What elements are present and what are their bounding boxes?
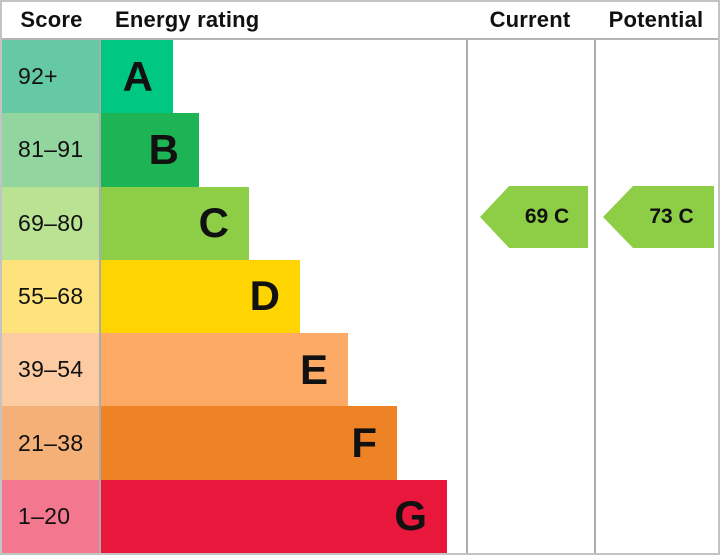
score-range: 81–91: [2, 113, 99, 187]
rating-bar-g: G: [101, 479, 447, 553]
score-range: 92+: [2, 40, 99, 114]
band-row-a: 92+ A: [2, 40, 718, 114]
current-rating-label: 69 C: [524, 205, 570, 228]
column-divider-potential: [594, 2, 596, 553]
band-row-b: 81–91 B: [2, 113, 718, 187]
band-rows: 92+ A 81–91 B 69–80 C 55–68 D 39–54 E 21…: [2, 40, 718, 553]
band-row-g: 1–20 G: [2, 479, 718, 553]
potential-rating-label: 73 C: [649, 205, 694, 228]
score-range: 1–20: [2, 479, 99, 553]
column-divider-current: [466, 2, 468, 553]
energy-rating-column-header: Energy rating: [115, 7, 260, 32]
score-range: 69–80: [2, 186, 99, 260]
potential-column-header: Potential: [608, 7, 704, 32]
rating-bar-f: F: [101, 406, 397, 480]
rating-bar-a: A: [101, 40, 173, 114]
band-row-d: 55–68 D: [2, 259, 718, 334]
score-range: 39–54: [2, 333, 99, 407]
chart-header: Score Energy rating Current Potential: [2, 2, 718, 40]
rating-bar-d: D: [101, 259, 300, 334]
current-column-header: Current: [489, 7, 571, 32]
rating-bar-c: C: [101, 186, 249, 260]
column-divider-score: [99, 2, 101, 553]
band-row-e: 39–54 E: [2, 333, 718, 407]
rating-bar-e: E: [101, 333, 348, 407]
band-row-f: 21–38 F: [2, 406, 718, 480]
band-row-c: 69–80 C: [2, 186, 718, 260]
score-range: 21–38: [2, 406, 99, 480]
score-range: 55–68: [2, 259, 99, 334]
score-column-header: Score: [20, 7, 83, 32]
rating-bar-b: B: [101, 113, 199, 187]
